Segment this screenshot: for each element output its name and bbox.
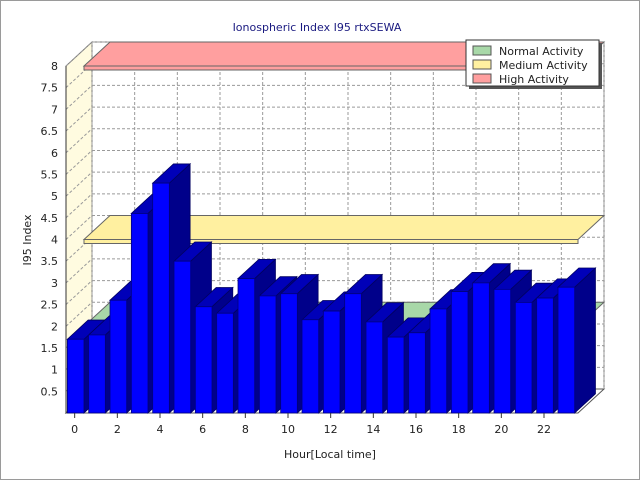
x-tick-label: 4 <box>157 423 164 436</box>
bar-front <box>365 321 384 414</box>
bar-front <box>450 291 469 414</box>
y-gridline-side <box>65 280 93 305</box>
legend-swatch <box>472 45 492 56</box>
y-tick-label: 4.5 <box>41 212 59 225</box>
y-tick-label: 6.5 <box>41 125 59 138</box>
chart-title: Ionospheric Index I95 rtxSEWA <box>233 21 402 34</box>
y-tick-label: 1.5 <box>41 342 59 355</box>
bar-front <box>216 312 234 414</box>
bar-front <box>472 282 490 414</box>
x-axis-label: Hour[Local time] <box>284 448 376 461</box>
bar-front <box>514 301 533 414</box>
legend-label: Normal Activity <box>499 45 584 58</box>
y-tick-label: 2 <box>51 320 58 333</box>
bar-front <box>386 336 405 414</box>
x-tick-label: 8 <box>242 423 249 436</box>
y-gridline-side <box>65 236 93 262</box>
y-tick-label: 7 <box>51 103 58 116</box>
y-axis-label: I95 Index <box>21 214 34 266</box>
bar-front <box>557 286 576 414</box>
y-gridline-side <box>65 301 93 327</box>
bar-front <box>194 306 213 414</box>
bar-front <box>493 288 512 414</box>
y-gridline-side <box>65 150 93 175</box>
y-tick-label: 5.5 <box>41 168 59 181</box>
y-gridline-side <box>65 171 93 197</box>
legend-swatch <box>472 73 492 84</box>
x-tick-label: 14 <box>366 423 380 436</box>
bar-front <box>258 295 277 414</box>
bars <box>66 162 597 414</box>
x-tick-label: 6 <box>199 423 206 436</box>
legend-label: Medium Activity <box>499 59 588 72</box>
x-axis-ticks: 0 2 4 6 8 10 12 14 16 18 20 22 <box>71 413 551 436</box>
y-gridline-side <box>65 106 93 132</box>
y-tick-label: 7.5 <box>41 82 59 95</box>
y-gridline-side <box>65 215 93 240</box>
x-tick-label: 16 <box>409 423 423 436</box>
y-tick-label: 5 <box>51 190 58 203</box>
x-tick-label: 10 <box>281 423 295 436</box>
bar-front <box>173 260 192 414</box>
x-tick-label: 20 <box>494 423 508 436</box>
bar-front <box>66 338 85 414</box>
y-tick-label: 2.5 <box>41 299 59 312</box>
bar-front <box>322 310 341 414</box>
bar-front <box>280 293 298 414</box>
bar <box>556 267 597 414</box>
activity-band-edge-1 <box>83 239 579 244</box>
legend-swatch <box>472 59 492 70</box>
y-gridline-side <box>65 63 93 89</box>
y-tick-label: 6 <box>51 147 58 160</box>
y-gridline-side <box>65 41 93 67</box>
bar-front <box>130 213 149 414</box>
y-tick-label: 8 <box>51 60 58 73</box>
y-gridline-side <box>65 258 93 284</box>
x-tick-label: 22 <box>537 423 551 436</box>
bar-front <box>408 332 426 414</box>
bar-front <box>152 182 170 414</box>
bar-front <box>344 293 362 414</box>
bar-front <box>88 334 106 414</box>
bar-front <box>536 297 554 414</box>
y-gridline-side <box>65 193 93 219</box>
bar-side <box>574 267 596 414</box>
y-tick-label: 3 <box>51 277 58 290</box>
x-tick-label: 2 <box>114 423 121 436</box>
bar-front <box>237 278 256 414</box>
y-tick-label: 1 <box>51 364 58 377</box>
y-gridline-side <box>65 128 93 154</box>
bar-front <box>301 319 320 414</box>
y-gridline-side <box>65 85 93 110</box>
x-tick-label: 12 <box>324 423 338 436</box>
legend-label: High Activity <box>499 73 569 86</box>
y-axis-ticks: 0.5 1 1.5 2 2.5 3 3.5 4 4.5 5 5.5 6 6.5 7 7.5 8 <box>41 60 59 398</box>
y-tick-label: 3.5 <box>41 255 59 268</box>
x-tick-label: 18 <box>452 423 466 436</box>
bar-front <box>109 299 128 414</box>
y-tick-label: 4 <box>51 234 58 247</box>
x-tick-label: 0 <box>71 423 78 436</box>
y-tick-label: 0.5 <box>41 385 59 398</box>
bar-front <box>429 308 448 414</box>
